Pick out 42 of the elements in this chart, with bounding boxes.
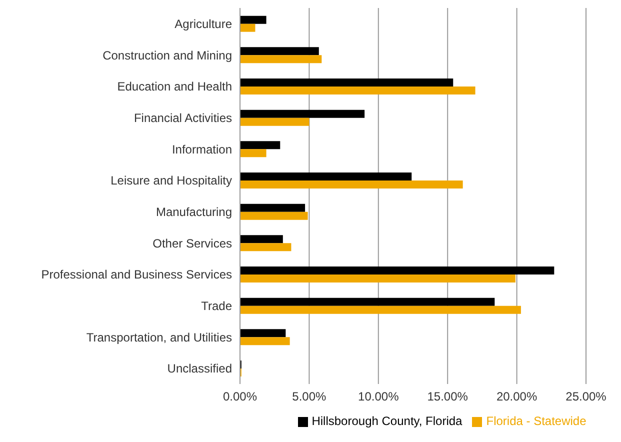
bar — [240, 274, 516, 282]
y-tick-label: Professional and Business Services — [41, 268, 232, 282]
y-tick-label: Agriculture — [174, 16, 232, 31]
y-tick-label: Manufacturing — [156, 204, 232, 219]
y-tick-label: Leisure and Hospitality — [110, 174, 232, 188]
bar — [240, 266, 554, 274]
bar — [240, 118, 310, 126]
x-tick-label: 20.00% — [496, 390, 538, 404]
bar — [240, 24, 256, 32]
bar — [240, 180, 463, 188]
x-tick-label: 0.00% — [222, 390, 258, 404]
bar — [240, 243, 292, 252]
bar — [240, 16, 266, 24]
bar — [240, 110, 365, 118]
bar — [240, 329, 286, 338]
legend-label: Florida - Statewide — [486, 414, 586, 428]
y-tick-label: Other Services — [152, 236, 232, 250]
y-tick-label: Unclassified — [167, 362, 232, 376]
bar — [240, 235, 283, 244]
bar — [240, 78, 454, 86]
y-tick-label: Financial Activities — [134, 110, 232, 125]
bar — [240, 172, 412, 180]
bar — [240, 47, 319, 56]
y-tick-label: Transportation, and Utilities — [86, 330, 232, 344]
y-tick-label: Education and Health — [117, 80, 232, 94]
bar — [240, 298, 495, 306]
x-tick-label: 5.00% — [292, 390, 327, 404]
y-tick-label: Information — [172, 142, 232, 156]
bar — [240, 149, 266, 158]
bar — [240, 212, 308, 220]
legend-label: Hillsborough County, Florida — [312, 414, 462, 428]
y-tick-label: Construction and Mining — [102, 48, 232, 62]
bar — [240, 141, 280, 150]
x-tick-label: 25.00% — [566, 390, 607, 404]
bar — [240, 204, 306, 212]
x-tick-label: 15.00% — [427, 390, 468, 404]
bar — [240, 337, 290, 346]
bar — [240, 55, 322, 64]
x-tick-label: 10.00% — [358, 390, 400, 404]
bar — [240, 306, 521, 314]
bar — [240, 86, 476, 94]
y-tick-label: Trade — [201, 298, 232, 313]
